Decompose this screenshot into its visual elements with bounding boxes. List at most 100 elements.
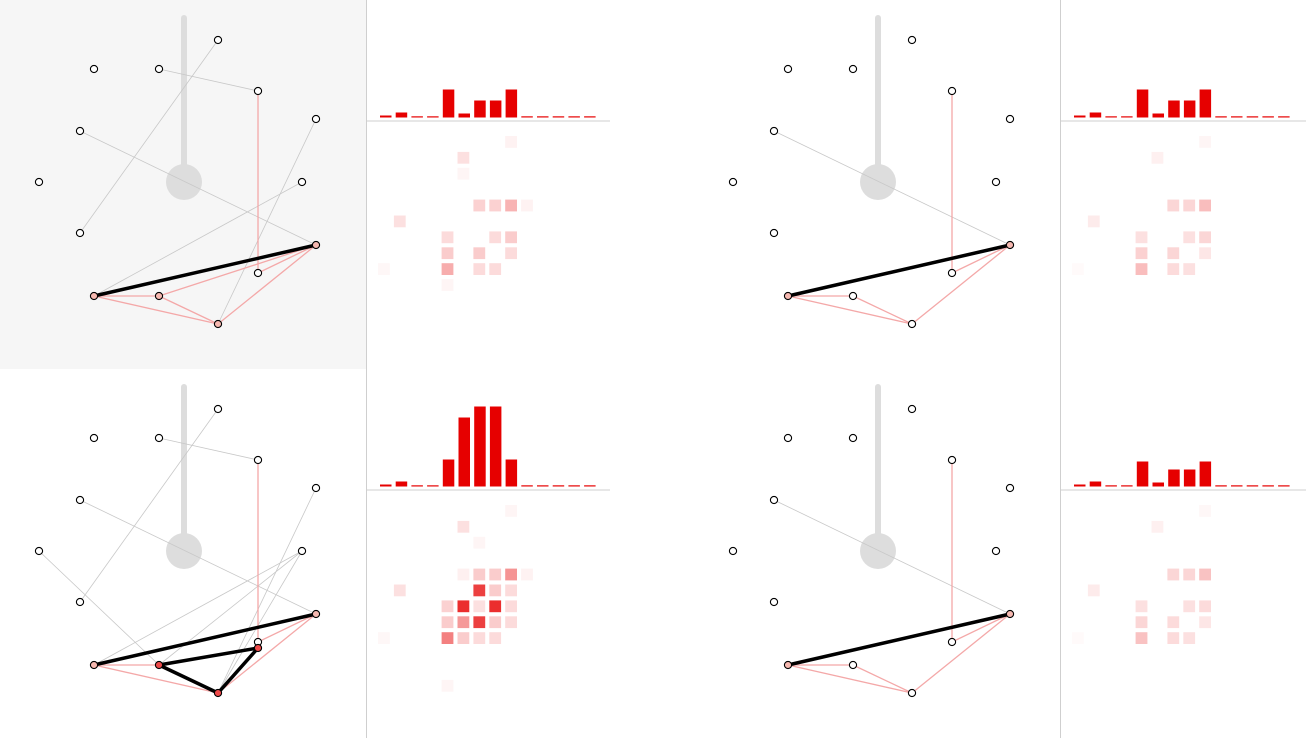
graph-node[interactable] [848, 64, 858, 74]
graph-node[interactable] [947, 637, 957, 647]
heatmap-cell [457, 151, 470, 164]
histogram-bar [1136, 461, 1149, 487]
graph-node[interactable] [947, 86, 957, 96]
graph-node[interactable] [1005, 483, 1015, 493]
histogram-bar [1183, 469, 1196, 487]
graph-node[interactable] [253, 455, 263, 465]
heatmap-cell [473, 632, 486, 644]
graph-node[interactable] [848, 433, 858, 443]
heatmap-cell [441, 279, 454, 291]
heatmap-cell [378, 263, 390, 275]
graph-node[interactable] [728, 177, 738, 187]
graph-node[interactable] [848, 291, 858, 301]
histogram-bar [505, 89, 518, 118]
histogram-bar [1262, 485, 1274, 487]
histogram-bar [1262, 116, 1274, 118]
graph-node[interactable] [311, 240, 321, 250]
graph-node[interactable] [297, 546, 307, 556]
graph-node[interactable] [848, 660, 858, 670]
heatmap-cell [489, 600, 502, 613]
graph-view-bottom-left[interactable] [0, 369, 653, 738]
heatmap-cell [489, 568, 502, 581]
graph-node[interactable] [769, 495, 779, 505]
heatmap-cell [505, 616, 517, 629]
heatmap-cell [505, 199, 517, 212]
graph-node[interactable] [783, 660, 793, 670]
graph-node[interactable] [728, 546, 738, 556]
graph-area [653, 369, 1060, 738]
histogram-bar [521, 485, 533, 487]
graph-node[interactable] [311, 609, 321, 619]
graph-node[interactable] [907, 404, 917, 414]
graph-edge-highlighted [217, 613, 317, 694]
graph-node[interactable] [1005, 609, 1015, 619]
histogram-bar [489, 406, 502, 487]
heatmap-cell [505, 247, 517, 260]
triangle-edge [216, 646, 260, 695]
graph-node[interactable] [89, 433, 99, 443]
graph-node[interactable] [1005, 114, 1015, 124]
graph-node[interactable] [311, 483, 321, 493]
histogram-bar [584, 485, 596, 487]
histogram-bar [1105, 116, 1117, 118]
graph-node[interactable] [154, 660, 164, 670]
graph-node[interactable] [75, 495, 85, 505]
heatmap-cell [1167, 568, 1180, 581]
graph-node[interactable] [991, 177, 1001, 187]
histogram-bar [1199, 89, 1212, 118]
graph-node[interactable] [253, 86, 263, 96]
graph-node[interactable] [34, 177, 44, 187]
graph-node[interactable] [907, 319, 917, 329]
graph-view-top-left[interactable] [0, 0, 653, 369]
graph-node[interactable] [89, 660, 99, 670]
graph-node[interactable] [783, 291, 793, 301]
graph-node[interactable] [907, 35, 917, 45]
graph-node[interactable] [154, 64, 164, 74]
graph-node[interactable] [769, 228, 779, 238]
graph-node[interactable] [75, 228, 85, 238]
graph-view-top-right[interactable] [653, 0, 1306, 369]
graph-node[interactable] [213, 404, 223, 414]
heatmap-cell [505, 584, 517, 597]
graph-node[interactable] [947, 268, 957, 278]
heatmap-cell [1199, 568, 1211, 581]
graph-node[interactable] [1005, 240, 1015, 250]
graph-edge [79, 408, 219, 603]
histogram-bar [1105, 485, 1117, 487]
graph-node[interactable] [34, 546, 44, 556]
graph-node[interactable] [991, 546, 1001, 556]
graph-node[interactable] [213, 319, 223, 329]
graph-node[interactable] [75, 126, 85, 136]
graph-node[interactable] [311, 114, 321, 124]
heatmap-cell [441, 600, 454, 613]
graph-edge-highlighted [911, 244, 1011, 325]
graph-view-bottom-right[interactable] [653, 369, 1306, 738]
graph-node[interactable] [947, 455, 957, 465]
graph-node[interactable] [75, 597, 85, 607]
graph-node[interactable] [769, 597, 779, 607]
graph-node[interactable] [297, 177, 307, 187]
graph-node[interactable] [253, 268, 263, 278]
histogram-bar [1231, 116, 1243, 118]
heatmap-cell [473, 584, 486, 597]
heatmap-cell [505, 231, 517, 244]
graph-edge-selected [93, 612, 317, 667]
graph-node[interactable] [907, 688, 917, 698]
graph-node[interactable] [154, 291, 164, 301]
graph-node[interactable] [783, 64, 793, 74]
graph-node[interactable] [213, 35, 223, 45]
graph-node[interactable] [253, 643, 263, 653]
graph-node[interactable] [89, 64, 99, 74]
graph-node[interactable] [769, 126, 779, 136]
heatmap-cell [441, 247, 454, 260]
heatmap-cell [1183, 568, 1196, 581]
histogram-bar [521, 116, 533, 118]
graph-node[interactable] [89, 291, 99, 301]
thermometer-bulb [860, 164, 896, 200]
histogram-bar [395, 481, 408, 487]
graph-edge [773, 499, 1011, 615]
heatmap-cell [441, 231, 454, 244]
graph-node[interactable] [783, 433, 793, 443]
graph-node[interactable] [213, 688, 223, 698]
graph-node[interactable] [154, 433, 164, 443]
